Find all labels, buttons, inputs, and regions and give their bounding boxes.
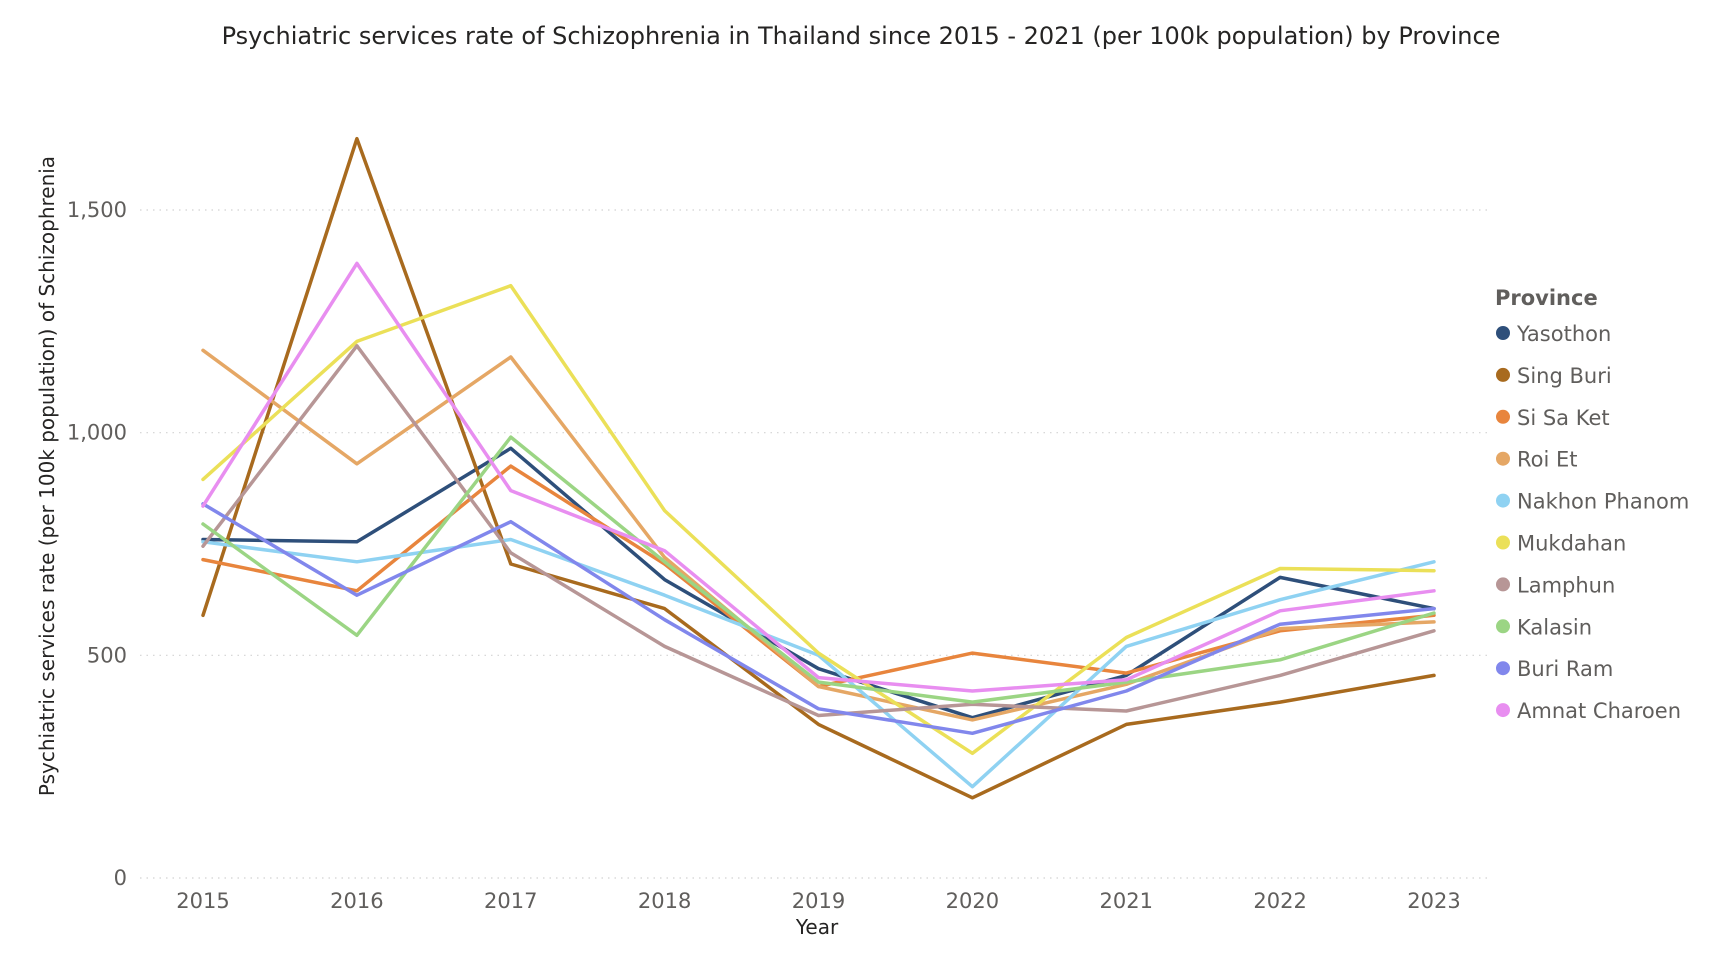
legend-label: Nakhon Phanom — [1517, 490, 1689, 514]
legend-item-kalasin[interactable]: Kalasin — [1496, 615, 1592, 639]
legend-marker-icon — [1496, 451, 1510, 466]
legend-marker-icon — [1496, 326, 1510, 340]
legend: Province Yasothon Sing Buri Si Sa Ket Roi E… — [1495, 286, 1689, 723]
legend-label: Amnat Charoen — [1517, 699, 1681, 723]
x-axis-title: Year — [795, 915, 839, 939]
legend-label: Yasothon — [1516, 322, 1611, 346]
y-axis-title: Psychiatric services rate (per 100k popu… — [35, 156, 59, 796]
series-line-yasothon[interactable] — [201, 446, 1436, 720]
legend-marker-icon — [1496, 367, 1510, 382]
legend-item-si-sa-ket[interactable]: Si Sa Ket — [1496, 406, 1610, 430]
series-line-mukdahan[interactable] — [201, 283, 1436, 756]
y-tick-label: 0 — [114, 866, 127, 890]
legend-item-sing-buri[interactable]: Sing Buri — [1496, 364, 1612, 388]
y-axis: 0 500 1,000 1,500 — [67, 198, 127, 890]
legend-marker-icon — [1496, 577, 1510, 592]
series-line-kalasin[interactable] — [201, 435, 1436, 704]
legend-title: Province — [1495, 286, 1598, 310]
legend-label: Roi Et — [1517, 448, 1578, 472]
legend-item-amnat-charoen[interactable]: Amnat Charoen — [1496, 699, 1681, 723]
series-line-sing-buri[interactable] — [201, 136, 1436, 800]
y-tick-label: 1,500 — [67, 198, 127, 222]
series-lines — [201, 136, 1436, 800]
series-line-lamphun[interactable] — [201, 344, 1436, 718]
x-tick-label: 2019 — [792, 889, 845, 913]
series-line-nakhon-phanom[interactable] — [201, 537, 1436, 789]
x-tick-label: 2015 — [176, 889, 229, 913]
legend-item-nakhon-phanom[interactable]: Nakhon Phanom — [1496, 490, 1689, 514]
x-tick-label: 2023 — [1407, 889, 1460, 913]
legend-marker-icon — [1496, 493, 1510, 508]
legend-item-mukdahan[interactable]: Mukdahan — [1496, 532, 1626, 556]
x-axis: 2015 2016 2017 2018 2019 2020 2021 2022 2023 — [176, 889, 1460, 913]
y-tick-label: 1,000 — [67, 421, 127, 445]
legend-label: Lamphun — [1517, 573, 1615, 597]
legend-item-lamphun[interactable]: Lamphun — [1496, 573, 1615, 597]
x-tick-label: 2021 — [1100, 889, 1153, 913]
legend-label: Mukdahan — [1517, 532, 1626, 556]
chart-title: Psychiatric services rate of Schizophren… — [221, 22, 1501, 50]
legend-label: Si Sa Ket — [1517, 406, 1610, 430]
x-tick-label: 2018 — [638, 889, 691, 913]
legend-label: Sing Buri — [1517, 364, 1612, 388]
legend-label: Kalasin — [1517, 615, 1592, 639]
gridlines — [140, 209, 1490, 879]
legend-marker-icon — [1496, 535, 1510, 550]
legend-marker-icon — [1496, 619, 1510, 634]
legend-marker-icon — [1496, 703, 1510, 718]
legend-item-yasothon[interactable]: Yasothon — [1496, 322, 1611, 346]
series-line-amnat-charoen[interactable] — [201, 261, 1436, 693]
legend-label: Buri Ram — [1517, 657, 1613, 681]
legend-marker-icon — [1496, 409, 1510, 424]
x-tick-label: 2017 — [484, 889, 537, 913]
x-tick-label: 2016 — [330, 889, 383, 913]
y-tick-label: 500 — [87, 643, 127, 667]
x-tick-label: 2020 — [946, 889, 999, 913]
series-line-buri-ram[interactable] — [201, 502, 1436, 736]
legend-item-buri-ram[interactable]: Buri Ram — [1496, 657, 1613, 681]
legend-item-roi-et[interactable]: Roi Et — [1496, 448, 1578, 472]
x-tick-label: 2022 — [1253, 889, 1306, 913]
legend-marker-icon — [1496, 661, 1510, 676]
